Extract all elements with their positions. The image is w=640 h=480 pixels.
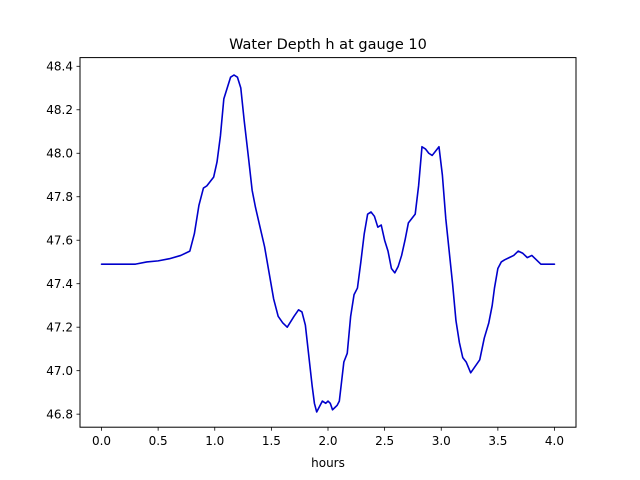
x-tick-label: 0.0	[92, 434, 111, 448]
plot-area	[100, 74, 556, 413]
x-tick-label: 1.5	[262, 434, 281, 448]
y-tick-label: 47.8	[46, 190, 73, 204]
series-line-0	[100, 74, 556, 413]
y-tick-label: 46.8	[46, 407, 73, 421]
axes-frame	[79, 57, 577, 428]
y-tick-label: 47.2	[46, 320, 73, 334]
x-tick-label: 0.5	[149, 434, 168, 448]
x-axis-label: hours	[311, 456, 345, 470]
y-axis-ticks: 46.8 47.0 47.2 47.4 47.6 47.8 48.0 48.2 48.4	[46, 60, 80, 421]
x-tick-label: 2.5	[375, 434, 394, 448]
y-tick-label: 48.4	[46, 60, 73, 74]
x-tick-label: 3.0	[432, 434, 451, 448]
y-tick-label: 48.2	[46, 103, 73, 117]
x-tick-label: 4.0	[545, 434, 564, 448]
y-tick-label: 47.0	[46, 364, 73, 378]
y-tick-label: 47.4	[46, 277, 73, 291]
x-tick-label: 1.0	[205, 434, 224, 448]
chart-title: Water Depth h at gauge 10	[229, 37, 427, 53]
y-tick-label: 48.0	[46, 147, 73, 161]
x-tick-label: 2.0	[318, 434, 337, 448]
x-tick-label: 3.5	[488, 434, 507, 448]
y-tick-label: 47.6	[46, 234, 73, 248]
x-axis-ticks: 0.0 0.5 1.0 1.5 2.0 2.5 3.0 3.5 4.0	[92, 427, 564, 448]
